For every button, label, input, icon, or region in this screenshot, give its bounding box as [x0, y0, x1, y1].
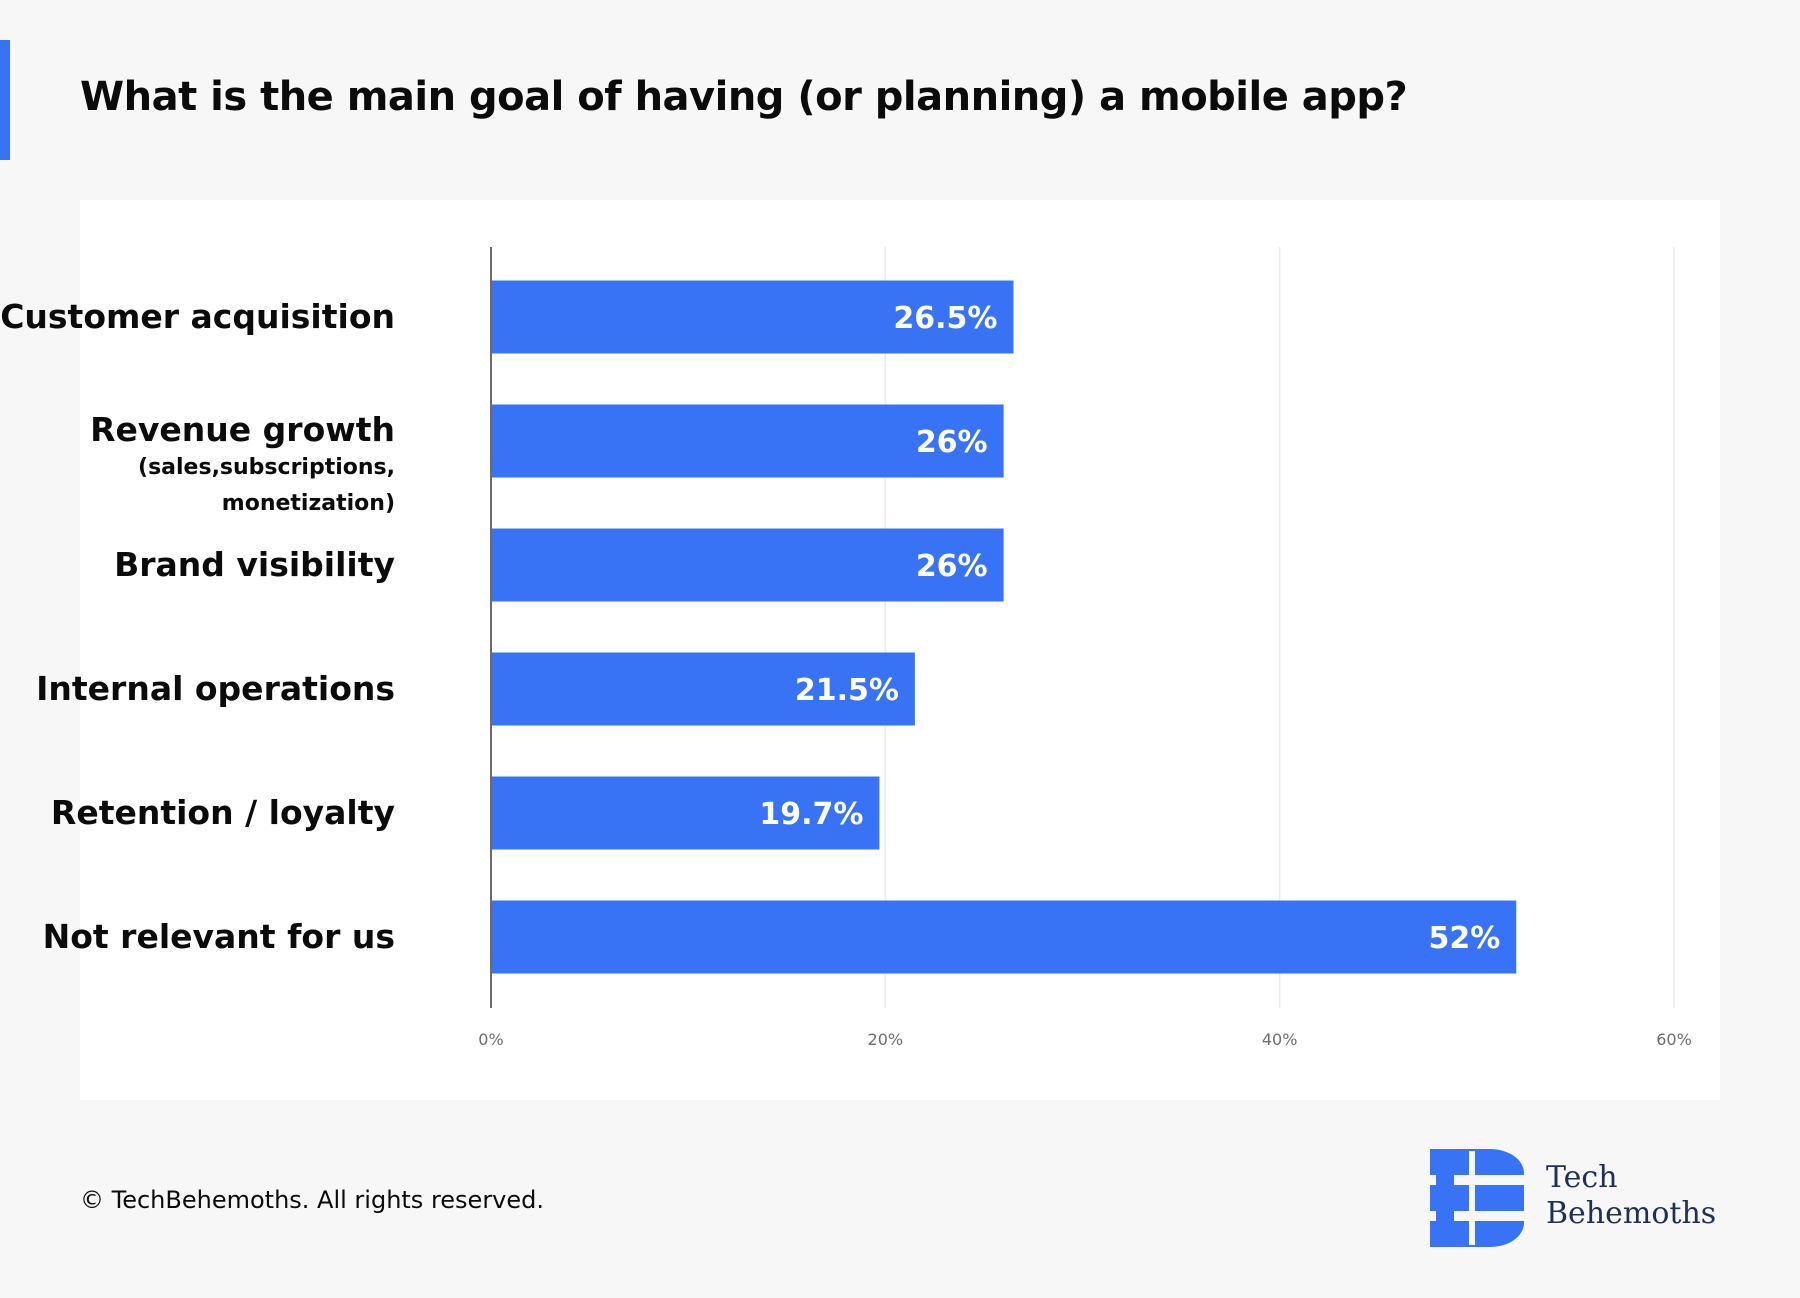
bar-value-label: 19.7% — [759, 797, 863, 832]
chart-panel: 0% 20% 40% 60% 26.5% 26% 26% 21.5% 19.7% 52% Cust… — [0, 200, 1720, 1100]
category-label-text: Internal operations — [36, 669, 395, 708]
bar-value-label: 26.5% — [893, 301, 997, 336]
bar — [491, 280, 1014, 354]
category-sublabel-text: (sales,subscriptions, — [138, 455, 395, 480]
category-label: Brand visibility — [114, 545, 395, 585]
category-label: Internal operations — [36, 669, 395, 709]
bar — [491, 900, 1517, 974]
bar-value-label: 21.5% — [795, 673, 899, 708]
category-label-text: Not relevant for us — [42, 917, 395, 956]
category-label: Customer acquisition — [0, 297, 395, 337]
techbehemoths-logo-icon — [1428, 1149, 1524, 1247]
bar-value-label: 26% — [916, 549, 988, 584]
x-tick-label: 40% — [1262, 1030, 1298, 1049]
bar-value-label: 52% — [1428, 921, 1500, 956]
bar — [491, 776, 880, 850]
bar — [491, 528, 1004, 602]
category-label-text: Retention / loyalty — [50, 793, 395, 832]
x-tick-label: 20% — [868, 1030, 904, 1049]
category-label-text: Revenue growth — [90, 410, 395, 449]
bar-chart: 0% 20% 40% 60% 26.5% 26% 26% 21.5% 19.7% 52% — [478, 247, 1692, 1049]
category-label: Not relevant for us — [43, 917, 395, 957]
category-sublabel-text: monetization) — [221, 491, 395, 516]
x-tick-label: 0% — [478, 1030, 503, 1049]
category-label: Retention / loyalty — [51, 793, 395, 833]
chart-title: What is the main goal of having (or plan… — [80, 74, 1408, 120]
x-tick-label: 60% — [1656, 1030, 1692, 1049]
bar — [491, 404, 1004, 478]
brand-name-line1: Tech — [1546, 1160, 1618, 1195]
bar — [491, 652, 915, 726]
bar-value-label: 26% — [916, 425, 988, 460]
copyright-text: © TechBehemoths. All rights reserved. — [80, 1186, 545, 1214]
category-label-text: Customer acquisition — [0, 297, 395, 336]
brand-name-line2: Behemoths — [1546, 1196, 1717, 1231]
category-label-text: Brand visibility — [114, 545, 395, 584]
brand-name: Tech Behemoths — [1546, 1160, 1716, 1232]
title-accent-bar — [0, 40, 10, 160]
category-label: Revenue growth (sales,subscriptions, monet… — [90, 410, 395, 522]
